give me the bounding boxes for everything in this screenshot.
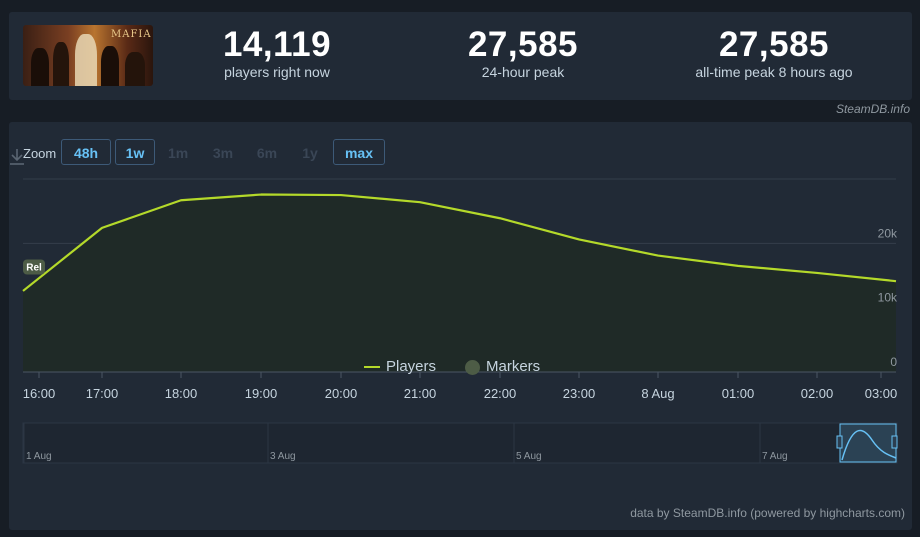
download-icon[interactable]: [9, 148, 25, 166]
stat-value: 14,119: [222, 25, 332, 64]
y-tick-label: 20k: [878, 226, 898, 240]
x-tick-label: 8 Aug: [641, 386, 674, 401]
chart-credit[interactable]: data by SteamDB.info (powered by highcha…: [630, 506, 905, 520]
legend-line-swatch: [364, 366, 380, 369]
navigator-handle-left[interactable]: [836, 435, 843, 449]
y-tick-label: 10k: [878, 291, 898, 305]
x-tick-label: 21:00: [404, 386, 437, 401]
game-logo-text: MAFIA: [111, 29, 152, 40]
x-tick-label: 19:00: [245, 386, 278, 401]
x-tick-label: 16:00: [23, 386, 56, 401]
legend-item-markers[interactable]: Markers: [465, 358, 540, 375]
zoom-label: Zoom: [23, 146, 57, 161]
x-tick-label: 01:00: [722, 386, 755, 401]
zoom-6m-button[interactable]: 6m: [256, 145, 278, 161]
x-tick-label: 20:00: [325, 386, 358, 401]
marker-label: Rel: [26, 262, 42, 273]
stats-panel: MAFIA 14,119 players right now 27,585 24…: [9, 12, 912, 100]
stat-players-now: 14,119 players right now: [195, 25, 359, 81]
legend-dot-swatch: [465, 359, 480, 375]
stat-label: players right now: [224, 64, 330, 80]
stat-value: 27,585: [467, 25, 579, 64]
stat-all-time-peak: 27,585 all-time peak 8 hours ago: [669, 25, 879, 81]
x-tick-label: 02:00: [801, 386, 834, 401]
navigator-date-label: 3 Aug: [270, 451, 296, 462]
zoom-1w-button[interactable]: 1w: [115, 139, 155, 165]
stat-24h-peak: 27,585 24-hour peak: [433, 25, 613, 81]
zoom-1y-button[interactable]: 1y: [302, 145, 318, 161]
stat-label: 24-hour peak: [481, 64, 565, 80]
navigator-mini-series: [841, 429, 897, 461]
game-thumbnail[interactable]: MAFIA: [23, 25, 153, 86]
navigator-date-label: 1 Aug: [26, 451, 52, 462]
x-tick-label: 22:00: [484, 386, 517, 401]
navigator-handle-right[interactable]: [891, 435, 898, 449]
x-tick-label: 03:00: [865, 386, 898, 401]
navigator-date-label: 5 Aug: [516, 451, 542, 462]
players-area: [23, 194, 896, 372]
zoom-3m-button[interactable]: 3m: [212, 145, 234, 161]
players-series-line[interactable]: [22, 193, 897, 292]
zoom-1m-button[interactable]: 1m: [168, 145, 189, 161]
marker-flag[interactable]: [23, 259, 45, 275]
stat-label: all-time peak 8 hours ago: [695, 64, 853, 80]
legend-label-markers: Markers: [486, 358, 541, 375]
zoom-48h-button[interactable]: 48h: [61, 139, 111, 165]
y-tick-label: 0: [890, 355, 897, 369]
x-tick-label: 18:00: [165, 386, 198, 401]
stat-value: 27,585: [718, 25, 830, 64]
x-tick-label: 17:00: [86, 386, 119, 401]
x-tick-label: 23:00: [563, 386, 596, 401]
navigator-selection[interactable]: [839, 423, 897, 463]
zoom-max-button[interactable]: max: [333, 139, 385, 165]
legend-label-players: Players: [386, 358, 437, 375]
navigator-date-label: 7 Aug: [762, 451, 788, 462]
steamdb-credit-top[interactable]: SteamDB.info: [835, 102, 910, 116]
legend-item-players[interactable]: Players: [364, 358, 436, 375]
